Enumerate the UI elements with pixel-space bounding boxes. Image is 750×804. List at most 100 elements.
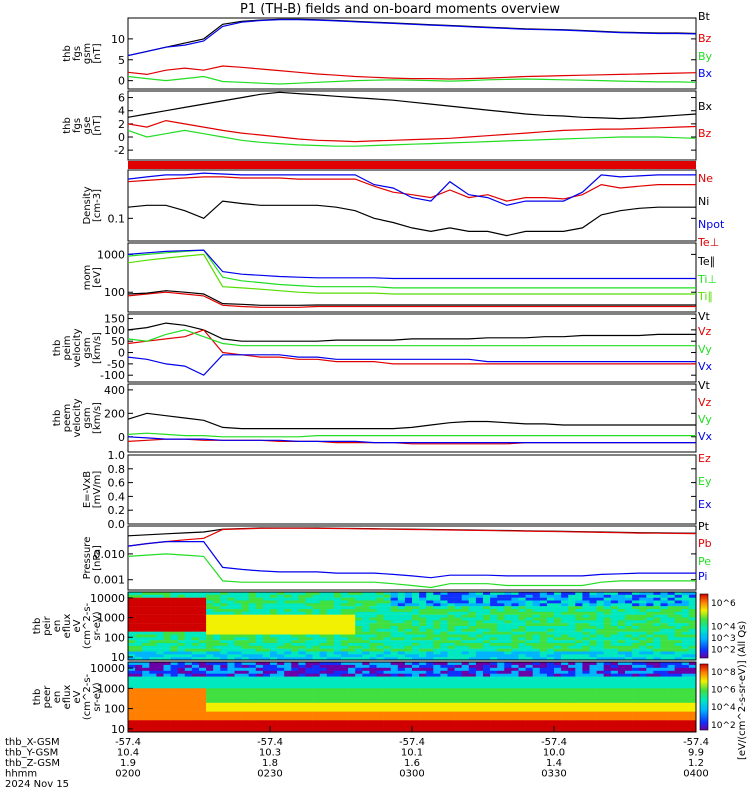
spectrogram-cell bbox=[461, 673, 470, 677]
spectrogram-cell bbox=[596, 617, 604, 621]
spectrogram-cell bbox=[163, 643, 171, 647]
spectrogram-cell bbox=[639, 628, 647, 632]
spectrogram-cell bbox=[575, 594, 583, 598]
spectrogram-cell bbox=[483, 626, 491, 630]
spectrogram-cell bbox=[333, 645, 342, 649]
spectrogram-cell bbox=[326, 657, 335, 661]
spectrogram-cell bbox=[348, 651, 356, 655]
spectrogram-cell bbox=[610, 620, 619, 624]
spectrogram-cell bbox=[369, 714, 377, 718]
spectrogram-cell bbox=[483, 679, 491, 683]
spectrogram-cell bbox=[639, 626, 647, 630]
spectrogram-cell bbox=[298, 694, 306, 698]
spectrogram-cell bbox=[525, 673, 533, 677]
spectrogram-cell bbox=[241, 685, 249, 689]
spectrogram-cell bbox=[504, 597, 512, 601]
spectrogram-cell bbox=[596, 631, 604, 635]
spectrogram-cell bbox=[440, 628, 448, 632]
spectrogram-cell bbox=[461, 694, 470, 698]
spectrogram-cell bbox=[163, 597, 171, 601]
spectrogram-cell bbox=[440, 611, 448, 615]
spectrogram-cell bbox=[369, 631, 377, 635]
spectrogram-cell bbox=[483, 634, 491, 638]
spectrogram-cell bbox=[362, 654, 370, 658]
spectrogram-cell bbox=[589, 617, 597, 621]
spectrogram-cell bbox=[326, 626, 335, 630]
spectrogram-cell bbox=[483, 697, 491, 701]
spectrogram-cell bbox=[298, 729, 306, 733]
spectrogram-cell bbox=[341, 600, 349, 604]
spectrogram-cell bbox=[660, 603, 668, 607]
spectrogram-cell bbox=[234, 682, 242, 686]
spectrogram-cell bbox=[241, 697, 249, 701]
spectrogram-cell bbox=[248, 600, 257, 604]
spectrogram-cell bbox=[539, 592, 548, 596]
spectrogram-cell bbox=[561, 682, 569, 686]
spectrogram-cell bbox=[440, 670, 448, 674]
spectrogram-cell bbox=[142, 631, 150, 635]
spectrogram-cell bbox=[617, 637, 626, 641]
spectrogram-cell bbox=[404, 723, 413, 727]
spectrogram-cell bbox=[461, 711, 470, 715]
spectrogram-cell bbox=[255, 702, 264, 706]
spectrogram-cell bbox=[674, 711, 683, 715]
spectrogram-cell bbox=[241, 694, 249, 698]
spectrogram-cell bbox=[262, 729, 271, 733]
series-line-Te⊥ bbox=[127, 291, 696, 308]
spectrogram-cell bbox=[128, 705, 136, 709]
spectrogram-cell bbox=[497, 679, 505, 683]
spectrogram-cell bbox=[128, 679, 136, 683]
spectrogram-cell bbox=[554, 623, 562, 627]
spectrogram-cell bbox=[440, 662, 448, 666]
spectrogram-cell bbox=[596, 676, 604, 680]
spectrogram-cell bbox=[447, 702, 455, 706]
spectrogram-cell bbox=[355, 651, 363, 655]
y-axis-label: thb peer en eflux eV (cm^2-s-sr-eV) bbox=[32, 673, 103, 720]
spectrogram-cell bbox=[199, 682, 207, 686]
spectrogram-cell bbox=[213, 645, 221, 649]
spectrogram-cell bbox=[504, 623, 512, 627]
spectrogram-cell bbox=[532, 717, 541, 721]
spectrogram-cell bbox=[241, 720, 249, 724]
spectrogram-cell bbox=[333, 606, 342, 610]
spectrogram-cell bbox=[262, 711, 271, 715]
spectrogram-cell bbox=[646, 673, 654, 677]
spectrogram-cell bbox=[227, 643, 235, 647]
spectrogram-cell bbox=[490, 648, 498, 652]
spectrogram-cell bbox=[397, 664, 406, 669]
spectrogram-cell bbox=[333, 714, 342, 718]
spectrogram-cell bbox=[404, 648, 413, 652]
spectrogram-cell bbox=[539, 673, 548, 677]
spectrogram-cell bbox=[319, 592, 328, 596]
spectrogram-cell bbox=[440, 631, 448, 635]
spectrogram-cell bbox=[554, 603, 562, 607]
spectrogram-cell bbox=[383, 620, 391, 624]
spectrogram-cell bbox=[511, 603, 519, 607]
spectrogram-cell bbox=[454, 717, 462, 721]
spectrogram-cell bbox=[603, 606, 612, 610]
spectrogram-cell bbox=[440, 694, 448, 698]
spectrogram-cell bbox=[319, 623, 328, 627]
spectrogram-cell bbox=[199, 654, 207, 658]
spectrogram-cell bbox=[546, 667, 555, 671]
spectrogram-cell bbox=[639, 679, 647, 683]
spectrogram-cell bbox=[419, 611, 427, 615]
spectrogram-cell bbox=[376, 662, 384, 666]
spectrogram-cell bbox=[610, 685, 619, 689]
spectrogram-cell bbox=[596, 662, 604, 666]
spectrogram-cell bbox=[483, 631, 491, 635]
spectrogram-cell bbox=[277, 685, 285, 689]
spectrogram-cell bbox=[412, 643, 420, 647]
spectrogram-cell bbox=[497, 726, 505, 730]
spectrogram-cell bbox=[213, 597, 221, 601]
spectrogram-cell bbox=[532, 643, 541, 647]
spectrogram-cell bbox=[262, 611, 271, 615]
spectrogram-cell bbox=[412, 651, 420, 655]
spectrogram-cell bbox=[617, 673, 626, 677]
spectrogram-cell bbox=[170, 705, 178, 709]
spectrogram-cell bbox=[646, 717, 654, 721]
spectrogram-cell bbox=[461, 634, 470, 638]
spectrogram-cell bbox=[511, 711, 519, 715]
spectrogram-cell bbox=[461, 662, 470, 666]
spectrogram-cell bbox=[326, 645, 335, 649]
